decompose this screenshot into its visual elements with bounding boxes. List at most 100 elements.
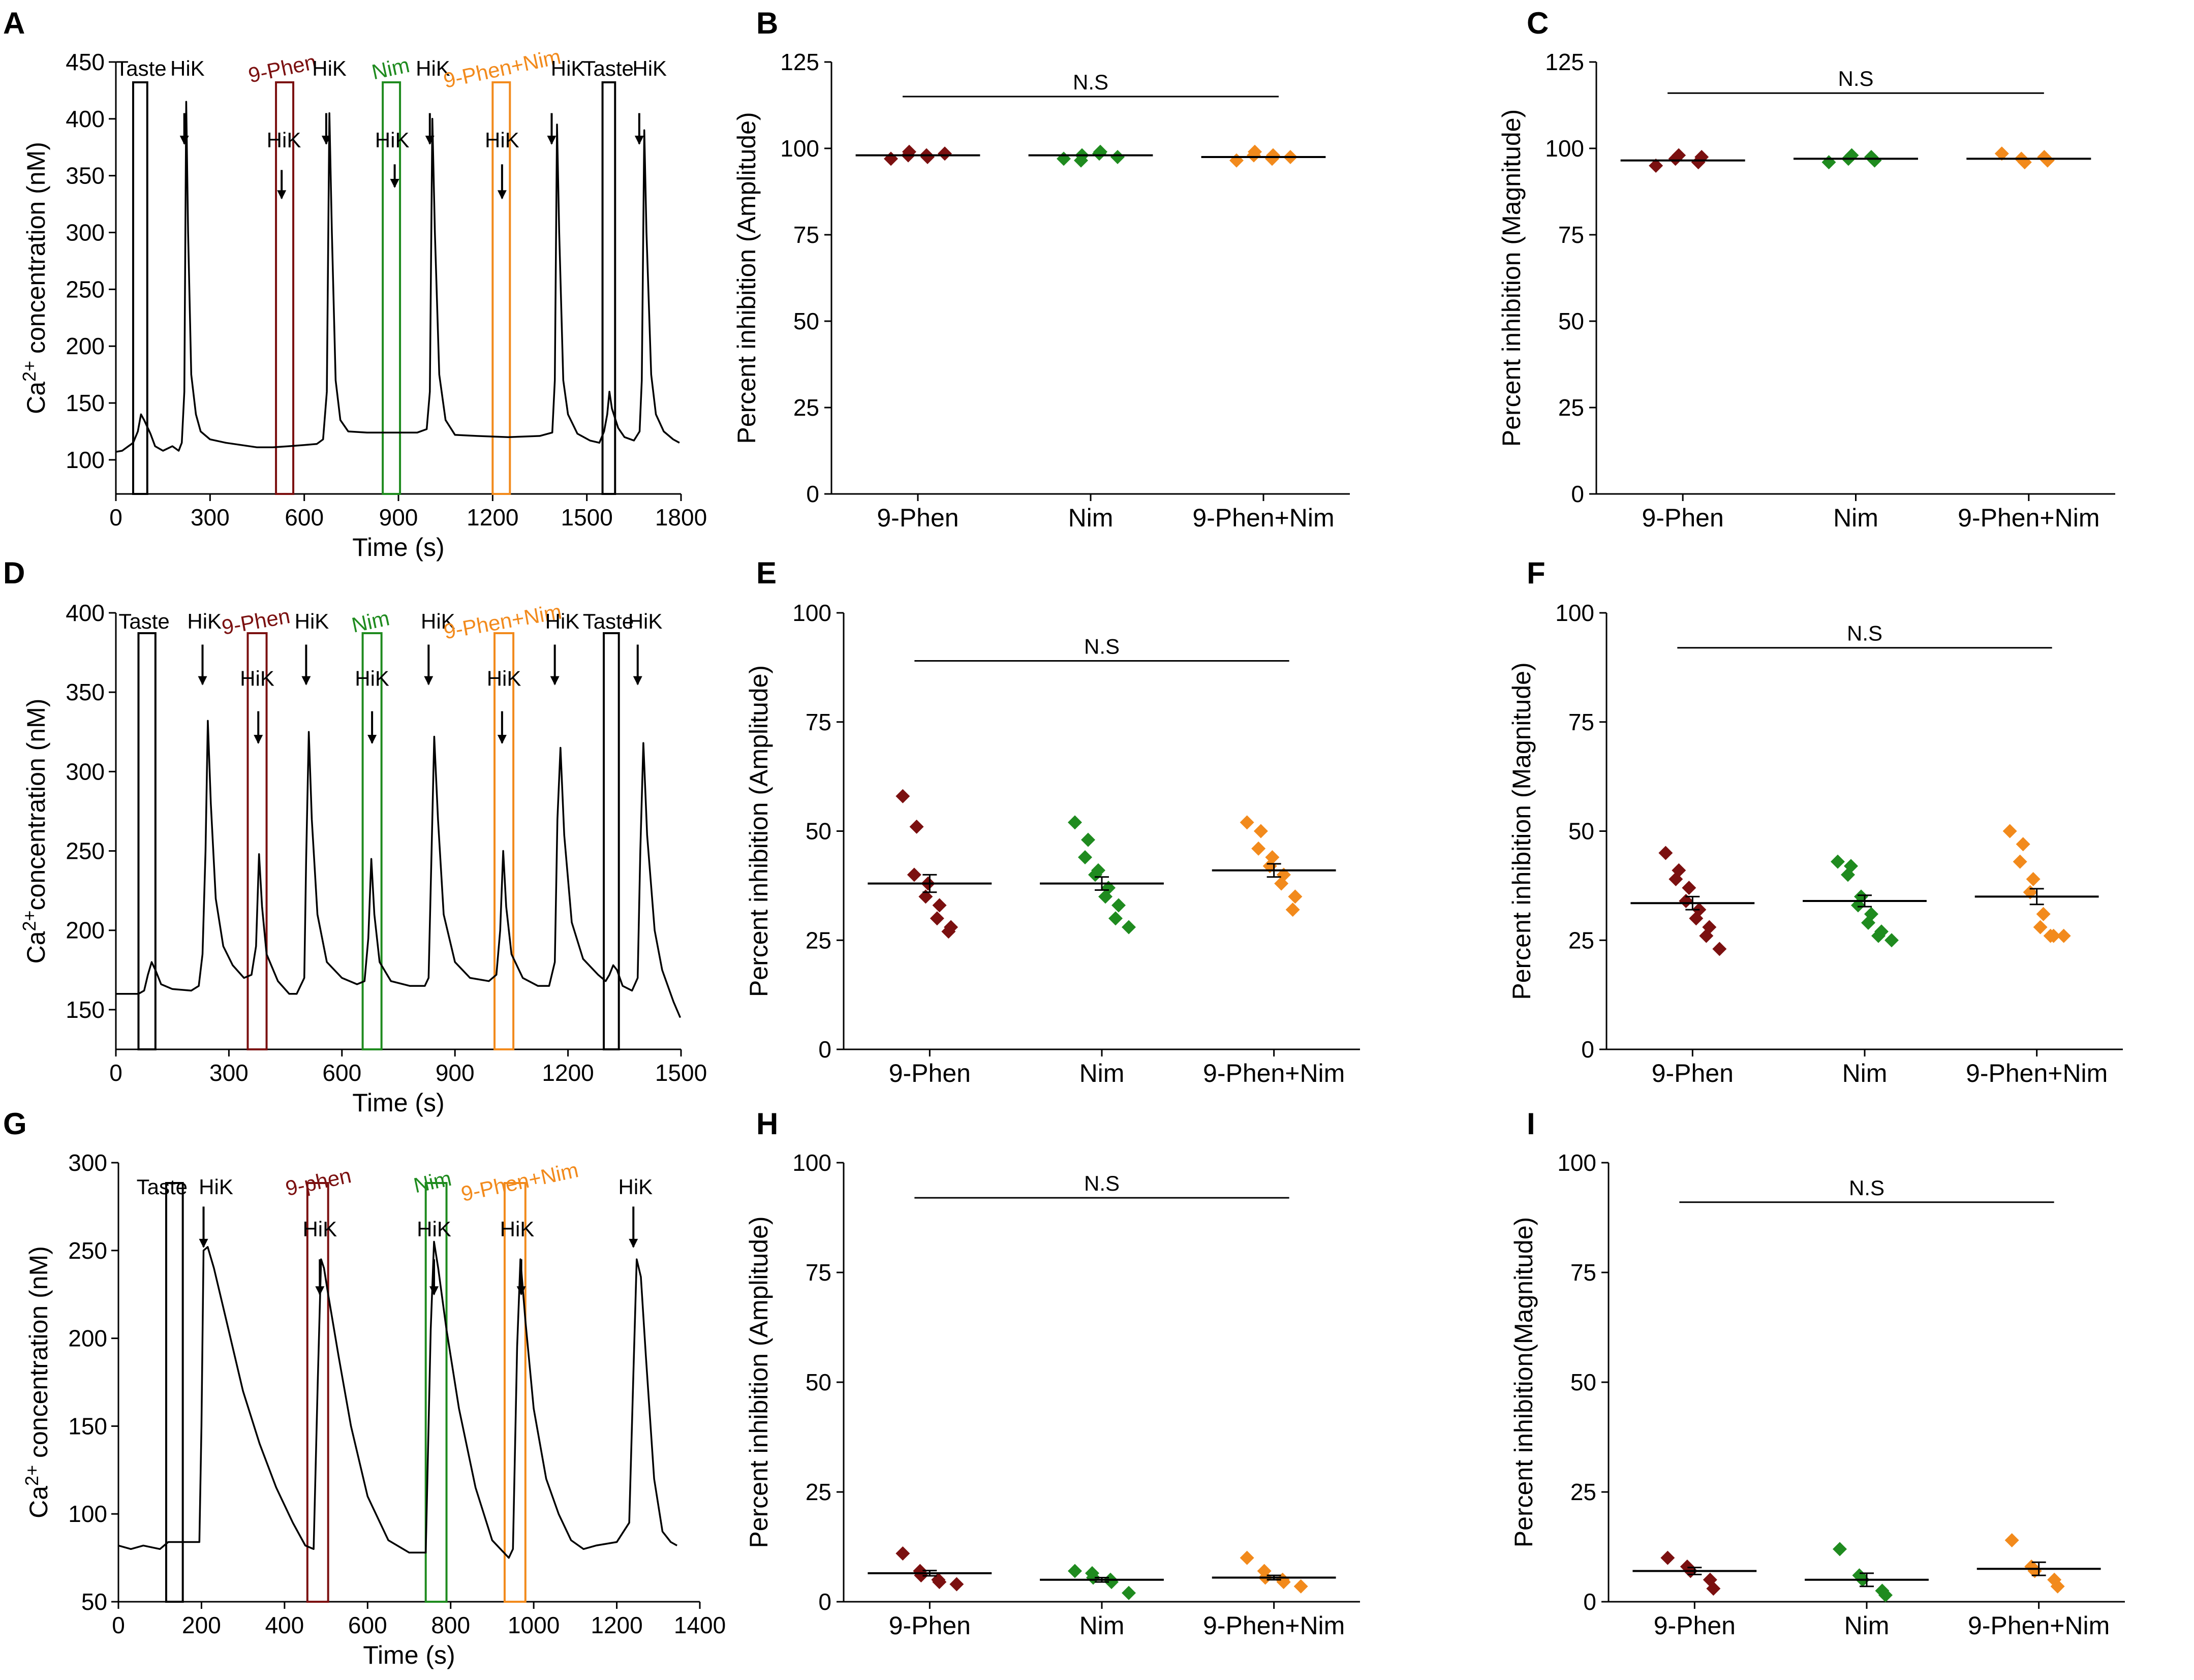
hik-arrowhead [198,676,207,686]
y-axis-label: Percent inhibition (Amplitude) [745,1216,773,1548]
data-point [2013,854,2027,869]
y-tick-label: 100 [792,1149,831,1176]
data-point [932,898,947,913]
x-axis-label: Time (s) [352,533,444,562]
data-point [1266,148,1280,163]
data-point [1649,159,1663,173]
data-point [2050,1579,2065,1594]
trace-annotation: HiK [355,667,389,691]
category-label: 9-Phen+Nim [1203,1611,1345,1640]
hik-arrowhead [634,136,644,145]
y-tick-label: 100 [1545,135,1584,162]
data-point [918,889,933,904]
y-tick-label: 25 [793,394,819,421]
x-tick-label: 1400 [674,1612,726,1638]
x-tick-label: 600 [322,1060,361,1086]
y-tick-label: 300 [68,1149,107,1176]
trace-annotation: Taste [115,56,166,80]
data-point [1821,155,1836,170]
hik-arrowhead [367,735,377,744]
data-point [1122,1585,1136,1600]
data-point [2004,1533,2019,1548]
y-label-ca: Ca [24,1486,53,1518]
y-axis-label: Percent inhibition (Amplitude) [732,112,761,444]
stimulus-box [361,632,383,1050]
y-tick-label: 100 [780,135,819,162]
y-tick-label: 125 [780,49,819,75]
significance-label: N.S [1084,1171,1120,1195]
data-point [941,924,956,939]
x-tick-label: 900 [379,504,418,531]
trace-annotation: Nim [350,606,392,637]
trace-annotation: HiK [545,609,580,633]
data-point [930,911,944,926]
trace-annotation: HiK [618,1175,653,1199]
panel-h: H 0 25 50 75 100 9-Phen Nim 9-Phen+Nim Percent in… [745,1107,1360,1640]
data-point [2002,824,2017,838]
data-point [1240,1550,1254,1565]
y-tick-label: 50 [81,1589,107,1615]
y-axis-label: Percent inhibition (Magnitude) [1507,662,1536,1000]
stimulus-box [503,1182,527,1603]
data-point [1240,815,1254,830]
data-point [1081,832,1095,847]
y-tick-label: 0 [806,481,819,507]
x-tick-label: 600 [348,1612,387,1638]
data-point [895,789,910,803]
hik-arrowhead [390,179,399,189]
trace-annotation: 9-Phen+Nim [441,44,563,92]
trace-annotation: Taste [137,1175,188,1199]
y-tick-label: 200 [66,917,105,944]
panel-e: E 0 25 50 75 100 9-Phen Nim 9-Phen+Nim Percent in… [745,556,1360,1087]
x-tick-label: 1500 [561,504,612,531]
data-point [1086,1570,1100,1585]
stimulus-box [603,632,620,1050]
y-tick-label: 50 [806,818,831,845]
data-point [1831,854,1845,869]
stimulus-box [165,1182,184,1603]
y-tick-label: 150 [66,997,105,1023]
panel-g: G 0 200 400 600 800 1000 1200 1400 50 100 150 200 250… [3,1107,726,1669]
y-tick-label: 300 [66,220,105,246]
y-tick-label: 75 [1558,222,1584,248]
y-tick-label: 75 [806,709,831,735]
data-point [1994,146,2009,161]
y-tick-label: 50 [1558,308,1584,334]
category-label: 9-Phen [889,1611,971,1640]
hik-arrowhead [497,735,507,744]
data-point [1111,898,1126,913]
calcium-trace [118,1240,677,1559]
panel-letter: I [1527,1107,1535,1141]
data-point [1861,915,1875,930]
y-tick-label: 75 [1568,709,1594,735]
data-point [2036,907,2051,921]
x-tick-label: 0 [109,1060,122,1086]
stimulus-box [493,632,515,1050]
hik-arrowhead [301,676,311,686]
data-point [1110,150,1125,164]
trace-annotation: 9-Phen+Nim [459,1158,580,1206]
data-point [1285,903,1300,917]
y-label-superscript: 2+ [21,1465,42,1486]
y-tick-label: 75 [806,1259,831,1286]
panel-letter: F [1527,556,1546,590]
category-label: Nim [1844,1611,1890,1640]
data-point [1108,911,1123,926]
y-tick-label: 0 [1571,481,1584,507]
x-tick-label: 800 [431,1612,470,1638]
y-tick-label: 350 [66,679,105,705]
data-point [1251,841,1266,856]
y-tick-label: 25 [806,927,831,953]
y-tick-label: 0 [1581,1036,1594,1063]
trace-annotation: HiK [416,56,450,80]
hik-arrowhead [497,190,507,200]
x-tick-label: 1500 [655,1060,707,1086]
trace-annotation: HiK [417,1217,451,1241]
trace-annotation: Taste [582,56,633,80]
stimulus-box [601,81,616,495]
data-point [1253,824,1268,838]
y-axis-label: Percent inhibition (Amplitude) [745,665,773,997]
data-point [1672,148,1686,163]
y-tick-label: 100 [66,447,105,473]
